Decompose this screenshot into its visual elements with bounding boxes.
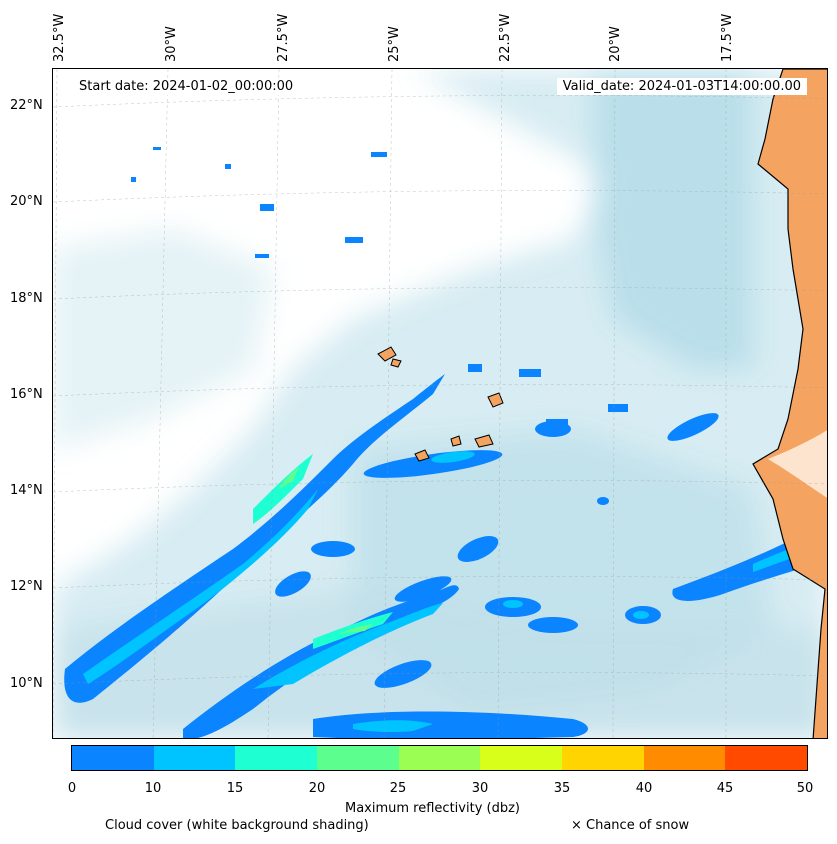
lat-label-14n: 14°N: [10, 483, 43, 498]
cloud-cover-caption: Cloud cover (white background shading): [105, 818, 369, 833]
africa-landmass: [752, 69, 827, 738]
lat-label-16n: 16°N: [10, 387, 43, 402]
map-gridlines: [53, 69, 827, 738]
colorbar-segment-1: [153, 746, 236, 770]
colorbar-tick-45: 45: [716, 781, 734, 796]
colorbar-tick-10: 10: [144, 781, 162, 796]
lon-label-27-5w: 27.5°W: [276, 13, 291, 62]
colorbar-tick-20: 20: [308, 781, 326, 796]
colorbar-segment-8: [725, 746, 808, 770]
lat-label-20n: 20°N: [10, 194, 43, 209]
map-canvas: [53, 69, 827, 738]
colorbar-tick-25: 25: [389, 781, 407, 796]
lon-label-17-5w: 17.5°W: [720, 13, 735, 62]
colorbar-segment-2: [235, 746, 318, 770]
colorbar-segment-4: [398, 746, 481, 770]
cape-verde-islands: [377, 346, 504, 462]
reflectivity-cells: [64, 147, 827, 738]
lat-label-22n: 22°N: [10, 98, 43, 113]
lat-label-12n: 12°N: [10, 579, 43, 594]
cloud-cover-shading: [53, 69, 827, 738]
colorbar-title: Maximum reflectivity (dbz): [345, 801, 520, 816]
lat-label-10n: 10°N: [10, 676, 43, 691]
colorbar-segment-0: [72, 746, 154, 770]
colorbar-tick-40: 40: [635, 781, 653, 796]
colorbar-tick-50: 50: [796, 781, 814, 796]
colorbar-tick-15: 15: [226, 781, 244, 796]
colorbar-tick-35: 35: [553, 781, 571, 796]
colorbar-segment-7: [643, 746, 726, 770]
start-date-label: Start date: 2024-01-02_00:00:00: [73, 78, 300, 95]
colorbar-tick-30: 30: [471, 781, 489, 796]
colorbar-segment-5: [480, 746, 563, 770]
colorbar-segment-6: [562, 746, 644, 770]
colorbar-segment-3: [317, 746, 399, 770]
colorbar: [71, 745, 808, 771]
lon-label-22-5w: 22.5°W: [498, 13, 513, 62]
lon-label-20w: 20°W: [608, 26, 623, 62]
snow-caption: × Chance of snow: [571, 818, 690, 833]
colorbar-tick-0: 0: [67, 781, 77, 796]
reflectivity-band-main: [64, 374, 446, 703]
lon-label-32-5w: 32.5°W: [52, 13, 67, 62]
lon-label-25w: 25°W: [387, 26, 402, 62]
lat-label-18n: 18°N: [10, 291, 43, 306]
map-panel: Start date: 2024-01-02_00:00:00 Valid_da…: [52, 68, 828, 739]
lon-label-30w: 30°W: [164, 26, 179, 62]
valid-date-label: Valid_date: 2024-01-03T14:00:00.00: [556, 78, 807, 95]
